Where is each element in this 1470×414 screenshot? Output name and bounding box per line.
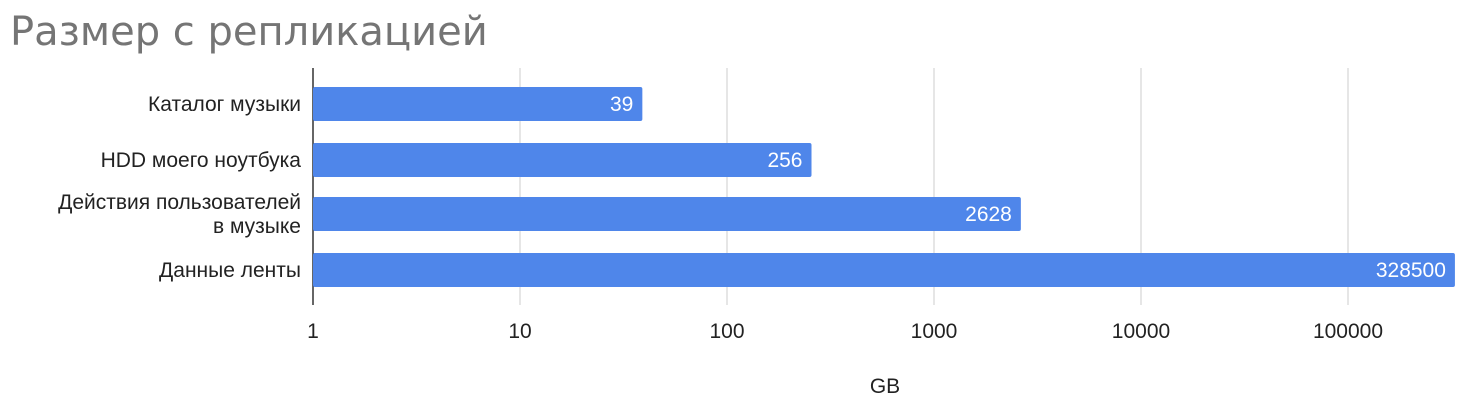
category-label: Действия пользователей	[58, 191, 301, 214]
x-tick-label: 1	[307, 320, 319, 343]
x-tick-label: 10000	[1112, 320, 1170, 343]
bar-value-label: 256	[767, 149, 802, 172]
category-label: Каталог музыки	[148, 93, 301, 116]
bar-value-label: 39	[610, 93, 633, 116]
category-label: Данные ленты	[159, 259, 301, 282]
labels: 1 10 100 1000 10000 100000 39 Каталог музыки 256…	[58, 93, 1446, 398]
x-axis-title: GB	[870, 375, 900, 398]
bar	[313, 197, 1021, 231]
bar-value-label: 328500	[1376, 259, 1446, 282]
x-tick-label: 1000	[911, 320, 958, 343]
bar-value-label: 2628	[965, 203, 1012, 226]
category-label: в музыке	[213, 215, 301, 238]
chart-title: Размер с репликацией	[10, 9, 488, 55]
bar	[313, 253, 1455, 287]
x-tick-label: 100000	[1313, 320, 1383, 343]
bar	[313, 87, 643, 121]
bars	[313, 87, 1455, 287]
bar	[313, 143, 812, 177]
x-tick-label: 100	[709, 320, 744, 343]
category-label: HDD моего ноутбука	[101, 149, 302, 172]
x-tick-label: 10	[508, 320, 531, 343]
